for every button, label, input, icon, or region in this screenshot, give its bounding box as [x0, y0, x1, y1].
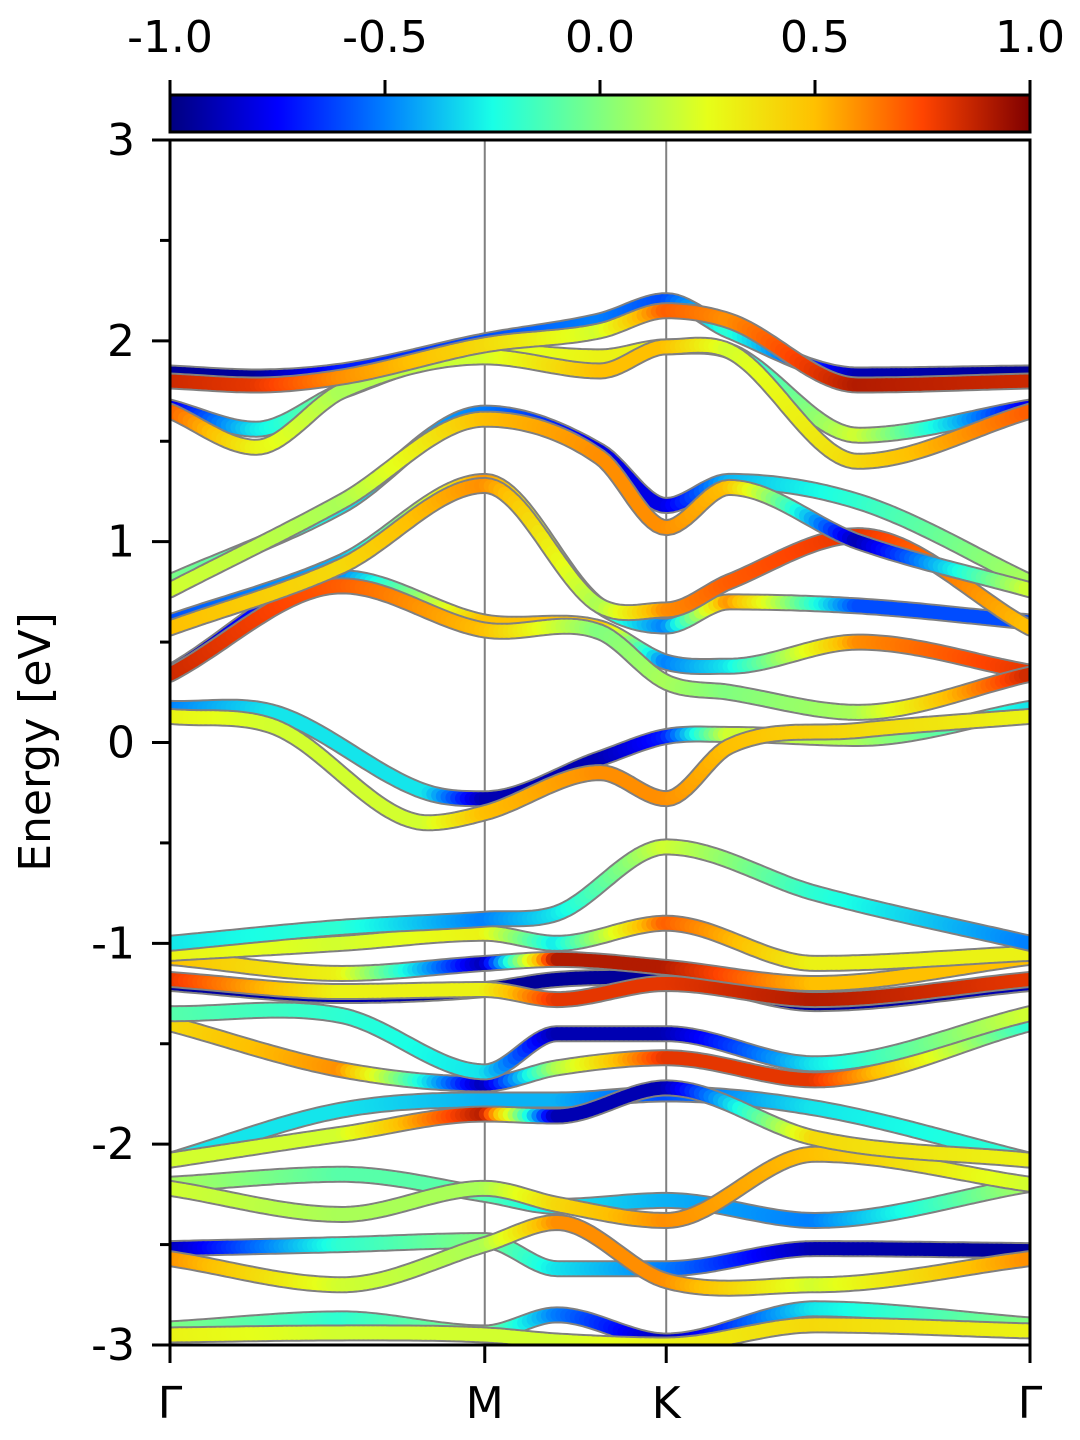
band: [170, 1316, 1030, 1345]
band: [170, 577, 1030, 721]
y-tick-label: 3: [107, 115, 135, 166]
band: [170, 1001, 1030, 1081]
y-tick-label: 0: [107, 718, 135, 769]
band: [170, 302, 1030, 394]
colorbar-ticks: -1.0 -0.5 0.0 0.5 1.0: [127, 12, 1065, 95]
colorbar-gradient: [168, 93, 1032, 134]
bands: [170, 292, 1030, 1345]
y-tick-label: 1: [107, 517, 135, 568]
y-tick-label: -3: [91, 1320, 135, 1371]
k-point-label: K: [652, 1378, 682, 1429]
k-point-label: Γ: [158, 1378, 183, 1429]
y-tick-label: -1: [91, 918, 135, 969]
colorbar-tick-label: 0.5: [780, 12, 850, 63]
band: [170, 1015, 1030, 1093]
band: [170, 1232, 1030, 1278]
y-tick-label: -2: [91, 1119, 135, 1170]
band: [170, 971, 1030, 1009]
colorbar-tick-label: 0.0: [565, 12, 635, 63]
plot-area: 3 2 1 0 -1 -2 -3 Γ M K Γ: [91, 115, 1043, 1429]
colorbar-tick-label: 1.0: [995, 12, 1065, 63]
band: [170, 1145, 1030, 1229]
colorbar-tick-label: -0.5: [342, 12, 428, 63]
y-tick-label: 2: [107, 316, 135, 367]
y-axis-ticks: 3 2 1 0 -1 -2 -3: [91, 115, 170, 1371]
y-axis-title: Energy [eV]: [10, 612, 61, 872]
k-point-label: M: [466, 1378, 504, 1429]
k-point-label: Γ: [1018, 1378, 1043, 1429]
band: [170, 948, 1030, 992]
band: [170, 1214, 1030, 1297]
band: [170, 914, 1030, 972]
band: [170, 838, 1030, 952]
colorbar-tick-label: -1.0: [127, 12, 213, 63]
band: [170, 410, 1030, 599]
colorbar: -1.0 -0.5 0.0 0.5 1.0: [127, 12, 1065, 134]
band: [170, 1079, 1030, 1169]
band: [170, 707, 1030, 832]
